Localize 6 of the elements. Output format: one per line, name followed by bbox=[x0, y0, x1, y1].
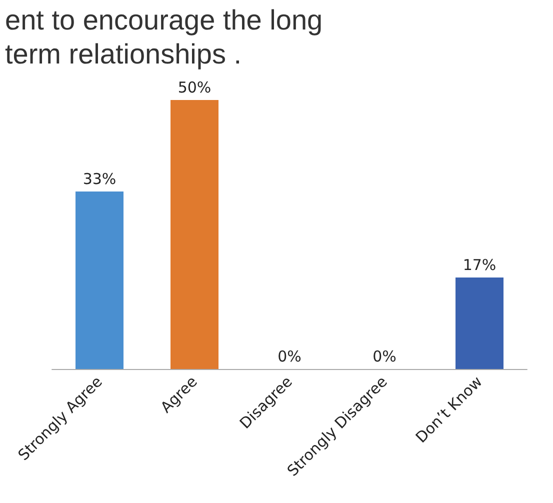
chart-title: ent to encourage the long term relationships . bbox=[5, 4, 330, 70]
data-label: 50% bbox=[178, 78, 212, 96]
data-label: 0% bbox=[278, 348, 302, 366]
data-label: 17% bbox=[462, 256, 496, 274]
data-label: 0% bbox=[372, 348, 396, 366]
data-label: 33% bbox=[82, 170, 116, 188]
